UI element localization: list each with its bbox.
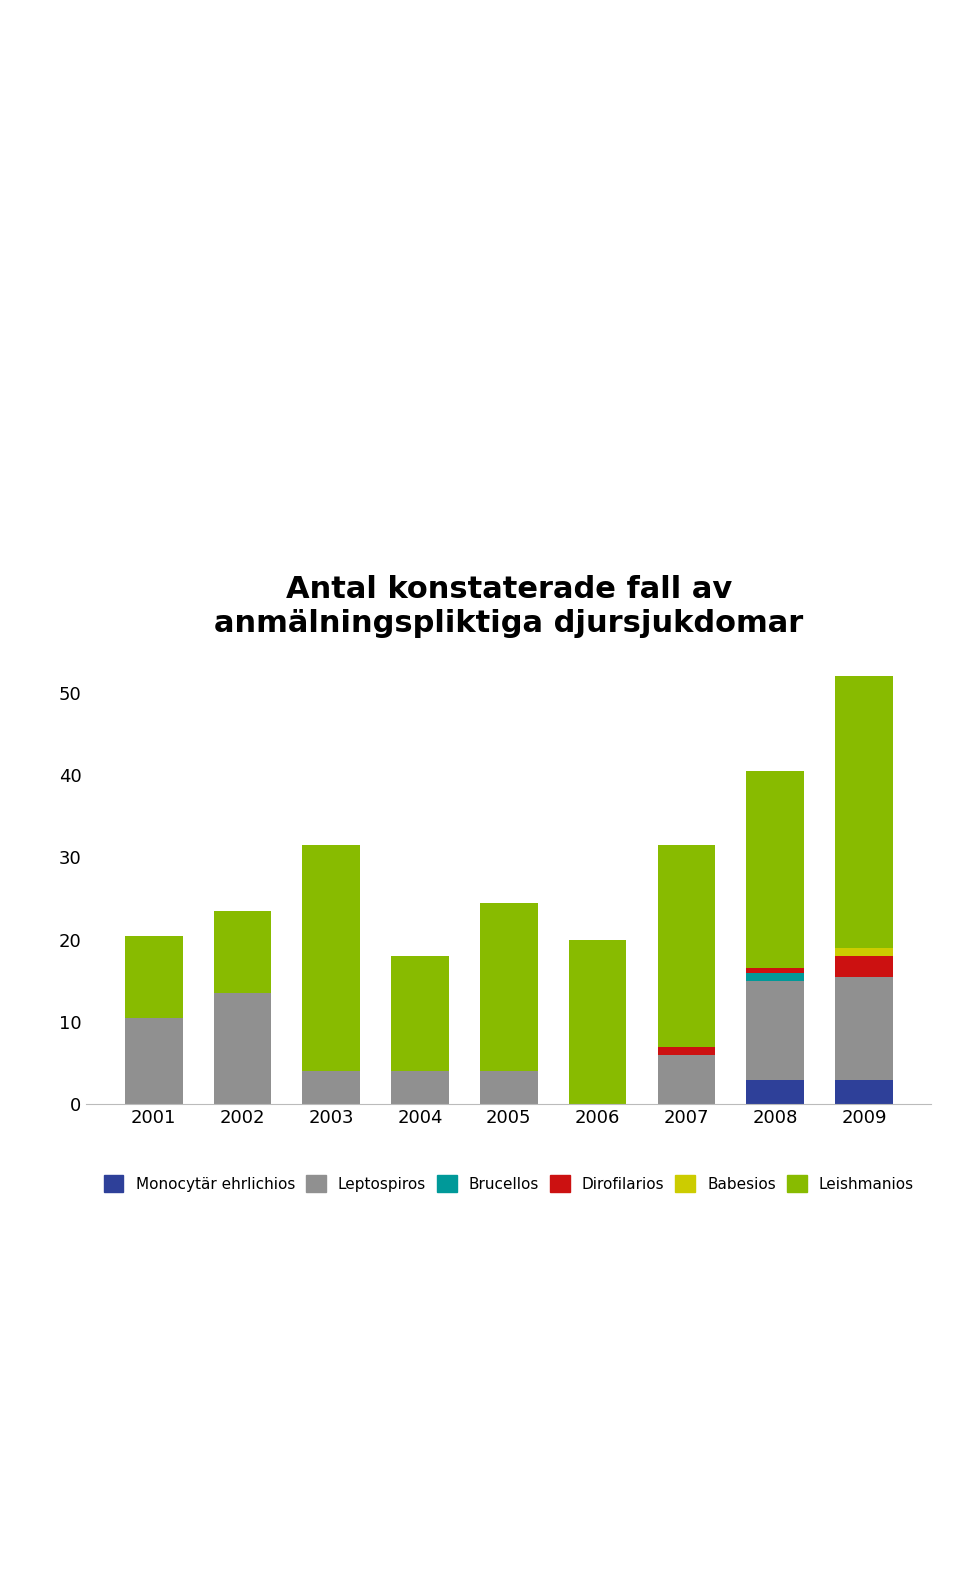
Bar bbox=[391, 957, 449, 1071]
Bar bbox=[746, 972, 804, 980]
Bar bbox=[213, 910, 272, 993]
Bar bbox=[302, 1071, 360, 1104]
Legend: Monocytär ehrlichios, Leptospiros, Brucellos, Dirofilarios, Babesios, Leishmanio: Monocytär ehrlichios, Leptospiros, Bruce… bbox=[99, 1171, 919, 1197]
Bar bbox=[658, 845, 715, 1047]
Bar bbox=[746, 968, 804, 972]
Bar bbox=[835, 1079, 893, 1104]
Bar bbox=[746, 1079, 804, 1104]
Bar bbox=[835, 977, 893, 1079]
Bar bbox=[835, 949, 893, 957]
Bar bbox=[125, 936, 182, 1019]
Bar bbox=[125, 1019, 182, 1104]
Bar bbox=[568, 939, 627, 1104]
Bar bbox=[746, 771, 804, 968]
Bar bbox=[835, 957, 893, 977]
Bar bbox=[658, 1047, 715, 1055]
Bar bbox=[302, 845, 360, 1071]
Bar bbox=[480, 1071, 538, 1104]
Bar bbox=[391, 1071, 449, 1104]
Bar bbox=[480, 903, 538, 1071]
Bar bbox=[213, 993, 272, 1104]
Bar bbox=[835, 677, 893, 949]
Bar bbox=[746, 980, 804, 1079]
Title: Antal konstaterade fall av
anmälningspliktiga djursjukdomar: Antal konstaterade fall av anmälningspli… bbox=[214, 575, 804, 639]
Bar bbox=[658, 1055, 715, 1104]
